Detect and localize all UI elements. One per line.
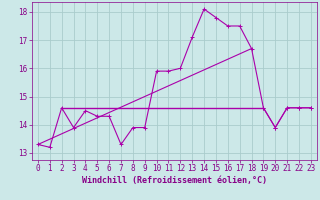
X-axis label: Windchill (Refroidissement éolien,°C): Windchill (Refroidissement éolien,°C) xyxy=(82,176,267,185)
